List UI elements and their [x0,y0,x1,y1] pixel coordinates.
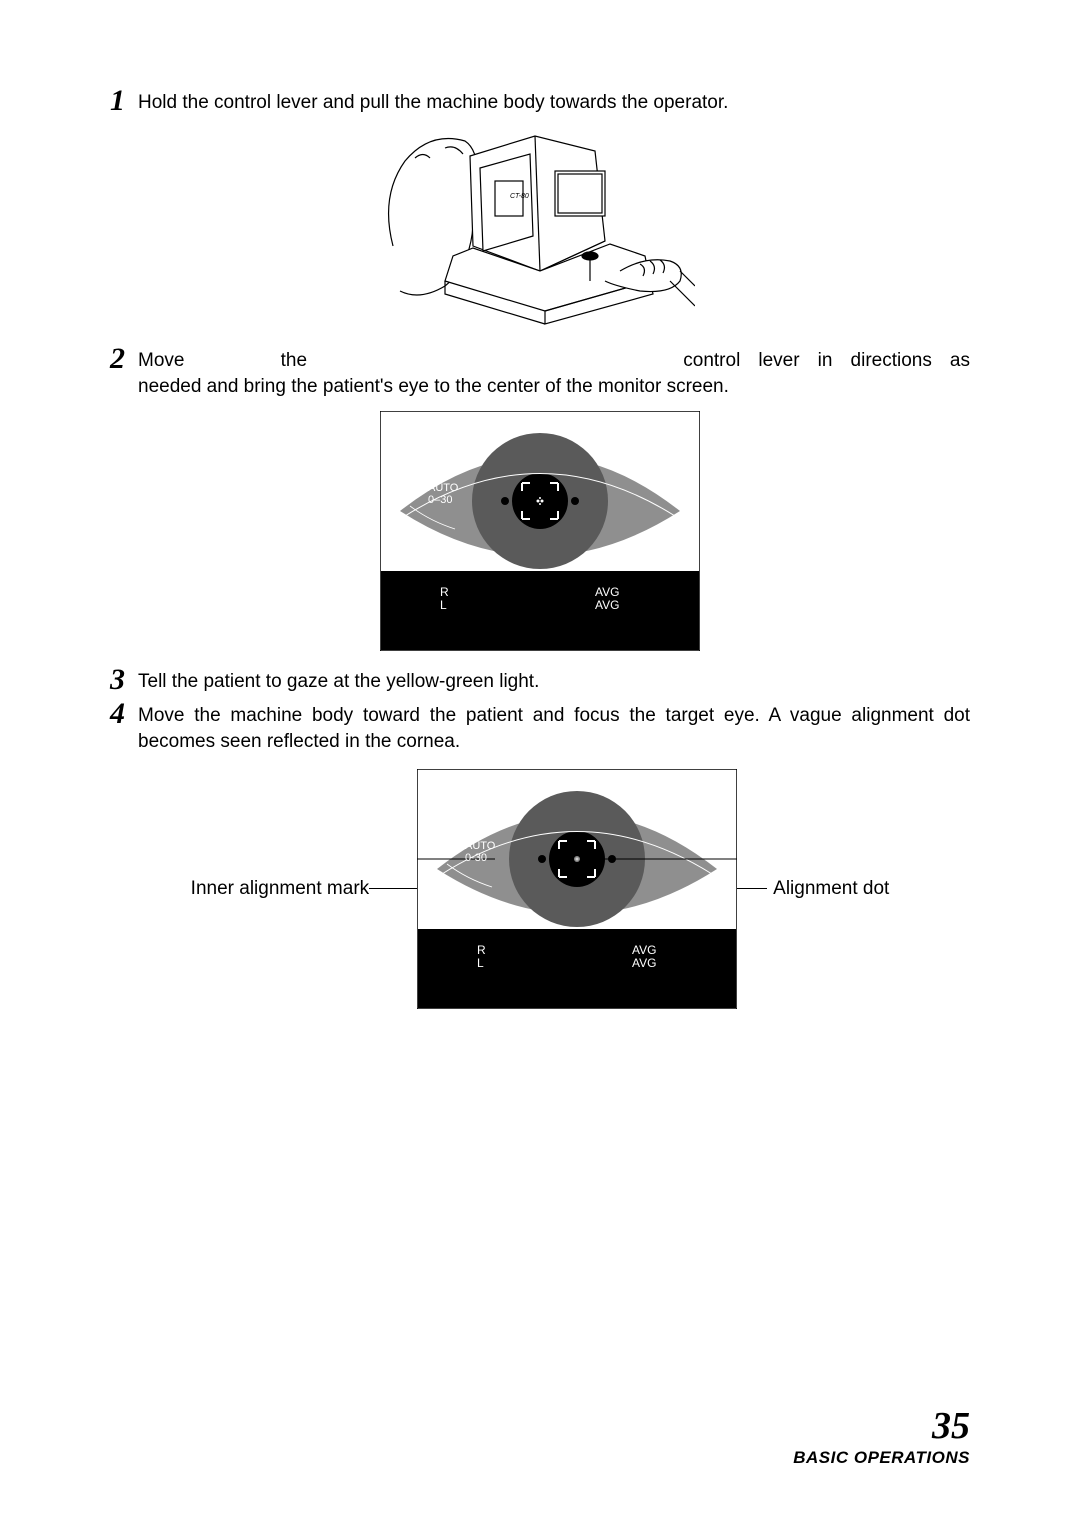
monitor2-avg-1: AVG [632,943,656,957]
step2-line2: needed and bring the patient's eye to th… [138,376,729,397]
monitor1-avg-2: AVG [595,598,619,612]
page-footer: 35 BASIC OPERATIONS [793,1404,970,1468]
step-text-3: Tell the patient to gaze at the yellow-g… [138,669,970,695]
step-num-1: 1 [110,86,138,116]
monitor1-rl-l: L [440,598,447,612]
callout-line-left [369,888,417,889]
monitor2-rl-r: R [477,943,486,957]
monitor-screen-2-wrap: Inner alignment mark R AUTO 0-30 R L [110,769,970,1009]
monitor2-rl-l: L [477,956,484,970]
step-num-4: 4 [110,699,138,729]
monitor1-rl-r: R [440,585,449,599]
monitor-screen-1: R AUTO 0–30 R L AVG AVG [380,411,700,651]
step2-word-a: Move [138,350,184,371]
step-1: 1 Hold the control lever and pull the ma… [110,90,970,116]
monitor2-mode-auto: AUTO [465,840,496,852]
monitor1-mode-r: R [428,470,436,482]
step2-tail: control lever in directions as [683,350,970,371]
monitor1-mode-range: 0–30 [428,494,452,506]
callout-line-right [737,888,767,889]
step-num-2: 2 [110,344,138,374]
monitor2-avg-2: AVG [632,956,656,970]
monitor1-mode-auto: AUTO [428,482,459,494]
step2-word-b: the [281,350,307,371]
monitor1-avg-1: AVG [595,585,619,599]
step-text-2: Move the control lever in directions as … [138,348,970,399]
step-3: 3 Tell the patient to gaze at the yellow… [110,669,970,695]
monitor2-mode-range: 0-30 [465,852,487,864]
monitor-screen-1-wrap: R AUTO 0–30 R L AVG AVG [110,411,970,651]
step-2: 2 Move the control lever in directions a… [110,348,970,399]
step-4: 4 Move the machine body toward the patie… [110,703,970,754]
device-illustration: CT-80 [385,126,695,336]
monitor-screen-2: R AUTO 0-30 R L AVG AVG [417,769,737,1009]
step-num-3: 3 [110,665,138,695]
step-text-1: Hold the control lever and pull the mach… [138,90,970,116]
device-label-text: CT-80 [510,193,529,200]
footer-section: BASIC OPERATIONS [793,1448,970,1468]
page-number: 35 [793,1404,970,1448]
callout-inner-mark: Inner alignment mark [191,878,369,900]
callout-align-dot: Alignment dot [773,878,889,900]
step-text-4: Move the machine body toward the patient… [138,703,970,754]
monitor2-mode-r: R [465,828,473,840]
